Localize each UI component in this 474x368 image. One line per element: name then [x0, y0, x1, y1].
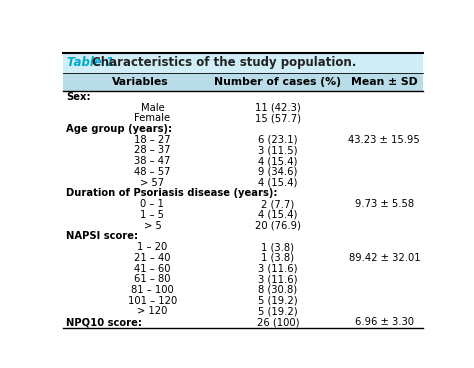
Bar: [63, 134, 423, 145]
Bar: [63, 199, 423, 209]
Text: Sex:: Sex:: [66, 92, 91, 102]
Text: 26 (100): 26 (100): [256, 317, 299, 327]
Bar: [63, 242, 423, 252]
Bar: [63, 209, 423, 220]
Bar: [63, 220, 423, 231]
Text: Male: Male: [140, 103, 164, 113]
Text: 21 – 40: 21 – 40: [134, 253, 171, 263]
Text: 4 (15.4): 4 (15.4): [258, 210, 298, 220]
Bar: [63, 73, 423, 92]
Text: 43.23 ± 15.95: 43.23 ± 15.95: [348, 135, 420, 145]
Text: 9 (34.6): 9 (34.6): [258, 167, 298, 177]
Text: 48 – 57: 48 – 57: [134, 167, 171, 177]
Bar: [63, 252, 423, 263]
Bar: [63, 177, 423, 188]
Text: 1 (3.8): 1 (3.8): [261, 242, 294, 252]
Text: 5 (19.2): 5 (19.2): [258, 307, 298, 316]
Bar: [63, 92, 423, 102]
Text: Mean ± SD: Mean ± SD: [351, 77, 418, 87]
Text: Age group (years):: Age group (years):: [66, 124, 172, 134]
Text: 3 (11.6): 3 (11.6): [258, 274, 298, 284]
Bar: [63, 102, 423, 113]
Text: 101 – 120: 101 – 120: [128, 296, 177, 306]
Text: 3 (11.6): 3 (11.6): [258, 263, 298, 273]
Text: 81 – 100: 81 – 100: [131, 285, 174, 295]
Text: > 57: > 57: [140, 178, 164, 188]
Text: > 5: > 5: [144, 220, 161, 231]
Bar: [63, 274, 423, 284]
Bar: [63, 231, 423, 242]
Text: 15 (57.7): 15 (57.7): [255, 113, 301, 123]
Text: Number of cases (%): Number of cases (%): [214, 77, 341, 87]
Text: 4 (15.4): 4 (15.4): [258, 156, 298, 166]
Bar: [63, 296, 423, 306]
Bar: [63, 306, 423, 317]
Text: 1 – 5: 1 – 5: [140, 210, 164, 220]
Text: Characteristics of the study population.: Characteristics of the study population.: [92, 56, 357, 69]
Text: 4 (15.4): 4 (15.4): [258, 178, 298, 188]
Text: Female: Female: [134, 113, 171, 123]
Text: 20 (76.9): 20 (76.9): [255, 220, 301, 231]
Bar: [63, 188, 423, 199]
Text: 28 – 37: 28 – 37: [134, 145, 171, 156]
Text: 9.73 ± 5.58: 9.73 ± 5.58: [355, 199, 414, 209]
Bar: [63, 317, 423, 328]
Text: 3 (11.5): 3 (11.5): [258, 145, 298, 156]
Text: 1 – 20: 1 – 20: [137, 242, 167, 252]
Text: 1 (3.8): 1 (3.8): [261, 253, 294, 263]
Bar: [63, 53, 423, 73]
Text: 61 – 80: 61 – 80: [134, 274, 171, 284]
Text: 41 – 60: 41 – 60: [134, 263, 171, 273]
Text: 2 (7.7): 2 (7.7): [261, 199, 294, 209]
Text: Table 1.: Table 1.: [67, 56, 119, 69]
Text: 11 (42.3): 11 (42.3): [255, 103, 301, 113]
Text: 6 (23.1): 6 (23.1): [258, 135, 298, 145]
Bar: [63, 145, 423, 156]
Text: 89.42 ± 32.01: 89.42 ± 32.01: [348, 253, 420, 263]
Text: 18 – 27: 18 – 27: [134, 135, 171, 145]
Text: 5 (19.2): 5 (19.2): [258, 296, 298, 306]
Text: 38 – 47: 38 – 47: [134, 156, 171, 166]
Bar: [63, 167, 423, 177]
Text: Variables: Variables: [112, 77, 168, 87]
Text: 6.96 ± 3.30: 6.96 ± 3.30: [355, 317, 414, 327]
Text: 0 – 1: 0 – 1: [140, 199, 164, 209]
Bar: [63, 263, 423, 274]
Text: > 120: > 120: [137, 307, 168, 316]
Bar: [63, 113, 423, 124]
Text: NPQ10 score:: NPQ10 score:: [66, 317, 142, 327]
Text: NAPSI score:: NAPSI score:: [66, 231, 138, 241]
Bar: [63, 284, 423, 296]
Text: Duration of Psoriasis disease (years):: Duration of Psoriasis disease (years):: [66, 188, 277, 198]
Bar: [63, 124, 423, 134]
Bar: [63, 156, 423, 167]
Text: 8 (30.8): 8 (30.8): [258, 285, 297, 295]
